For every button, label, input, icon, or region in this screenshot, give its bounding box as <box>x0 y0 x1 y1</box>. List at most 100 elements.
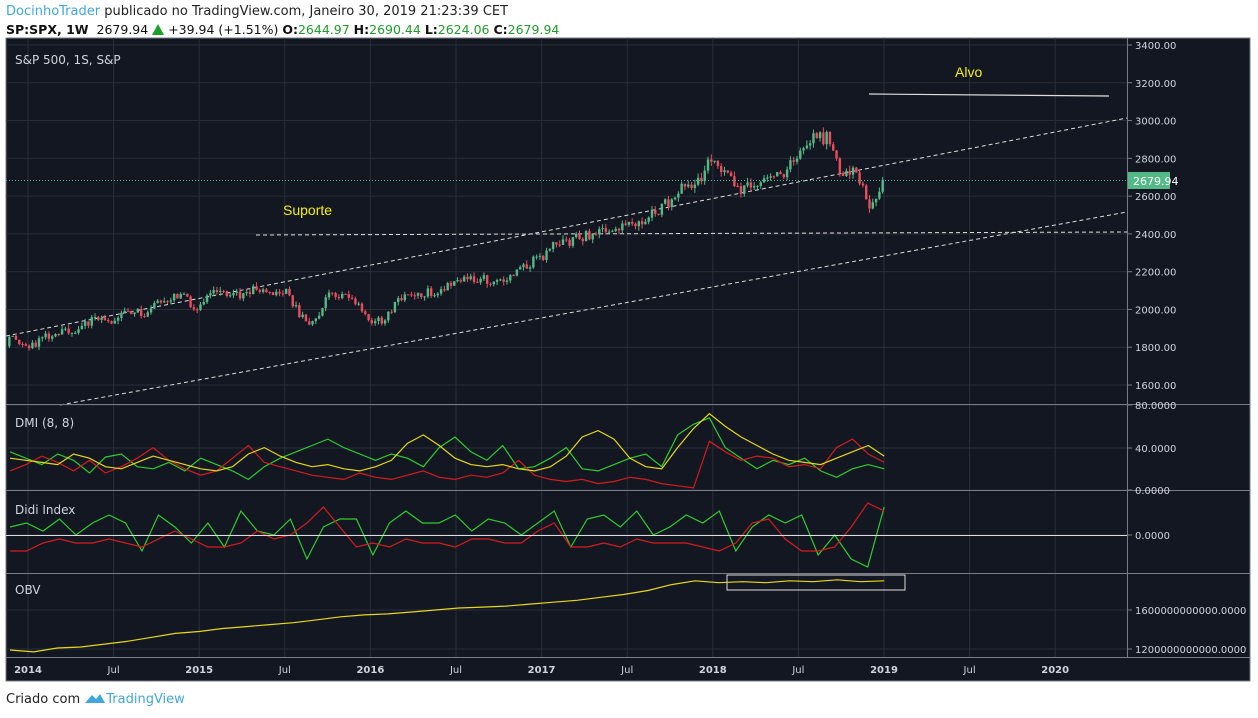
candle-body <box>11 335 14 337</box>
main-pane-title: S&P 500, 1S, S&P <box>15 53 121 67</box>
candle-body <box>838 158 842 173</box>
x-tick-label: Jul <box>963 665 976 676</box>
target-line[interactable] <box>868 93 1110 97</box>
candle-body <box>871 202 874 209</box>
candle-body <box>542 255 545 261</box>
candle-body <box>107 319 110 322</box>
candle-body <box>120 312 123 318</box>
obv-pane-title: OBV <box>15 583 41 597</box>
candle-body <box>261 289 265 292</box>
candle-body <box>858 172 861 184</box>
candle-body <box>146 312 149 317</box>
candle-body <box>476 281 479 283</box>
price-change: +39.94 (+1.51%) <box>168 22 279 37</box>
candle-body <box>265 289 268 293</box>
candle-body <box>225 291 229 297</box>
y-tick-label: 1800.00 <box>1135 343 1176 354</box>
y-tick-label: 2600.00 <box>1135 192 1176 203</box>
candle-body <box>743 185 746 194</box>
candle-body <box>268 292 271 294</box>
candle-body <box>357 303 360 305</box>
candle-body <box>350 297 354 299</box>
high-value: 2690.44 <box>369 22 421 37</box>
candle-body <box>459 280 463 282</box>
candle-body <box>70 332 74 334</box>
y-tick-label: 3200.00 <box>1135 79 1176 90</box>
candle-body <box>380 317 383 324</box>
upper-channel-line[interactable] <box>5 117 1128 337</box>
candle-body <box>116 317 120 321</box>
candle-body <box>278 291 281 294</box>
candle-body <box>769 176 772 178</box>
candle-body <box>400 298 403 301</box>
candle-body <box>433 295 436 297</box>
candle-body <box>799 150 802 159</box>
candle-body <box>406 294 410 296</box>
dmi-pane-title: DMI (8, 8) <box>15 416 74 430</box>
candle-body <box>627 221 631 225</box>
candle-body <box>423 296 426 298</box>
candle-body <box>34 342 37 347</box>
pane-separators <box>6 38 1250 658</box>
y-tick-label: 3000.00 <box>1135 117 1176 128</box>
chart-background <box>5 37 1251 682</box>
candle-body <box>598 229 601 235</box>
candle-body <box>647 217 650 222</box>
candle-body <box>314 318 318 322</box>
candle-body <box>601 228 604 230</box>
candle-body <box>37 338 41 347</box>
candle-body <box>275 291 278 296</box>
author-link[interactable]: DocinhoTrader <box>6 4 101 19</box>
candle-body <box>163 301 166 303</box>
candle-body <box>252 286 255 294</box>
x-tick-label: Jul <box>278 665 291 676</box>
candle-body <box>215 290 219 292</box>
candle-body <box>505 280 509 282</box>
candle-body <box>205 295 209 303</box>
candle-body <box>186 293 189 297</box>
candle-body <box>27 345 31 349</box>
candle-body <box>624 223 627 225</box>
candle-body <box>354 298 357 305</box>
candle-body <box>822 132 825 145</box>
low-label: L: <box>424 22 438 37</box>
candle-body <box>723 170 726 173</box>
candle-body <box>565 239 568 241</box>
candle-body <box>189 296 192 308</box>
candle-body <box>403 294 407 301</box>
candle-body <box>321 308 324 316</box>
tradingview-logo-icon <box>85 694 106 703</box>
axis-labels: 2014 Jul 2015 Jul 2016 Jul 2017 Jul 2018 Jul 2019 J… <box>14 41 1246 676</box>
didi-pane-title: Didi Index <box>15 503 75 517</box>
candle-body <box>574 233 578 238</box>
candle-body <box>614 228 617 231</box>
drawings[interactable]: Suporte Alvo <box>5 64 1128 591</box>
candle-body <box>238 291 242 299</box>
candle-body <box>291 295 294 307</box>
candle-body <box>83 321 87 326</box>
target-label: Alvo <box>955 64 982 80</box>
candle-body <box>228 295 232 297</box>
y-tick-label: 2400.00 <box>1135 230 1176 241</box>
candle-body <box>57 334 60 336</box>
candle-body <box>607 231 611 233</box>
didi-slow-line <box>10 502 885 552</box>
candle-body <box>446 283 449 291</box>
candle-body <box>41 337 44 339</box>
candle-body <box>426 288 430 297</box>
candle-body <box>865 185 868 200</box>
candle-body <box>97 316 100 320</box>
support-line[interactable] <box>255 231 1128 236</box>
candle-body <box>752 185 756 188</box>
candle-body <box>397 298 400 302</box>
lower-channel-line[interactable] <box>59 211 1128 406</box>
candle-body <box>581 238 584 242</box>
tradingview-link[interactable]: TradingView <box>106 692 185 707</box>
open-label: O: <box>282 22 298 37</box>
candle-body <box>462 276 466 282</box>
candle-body <box>31 342 34 349</box>
candle-body <box>739 186 743 194</box>
candle-body <box>416 293 420 296</box>
candle-body <box>644 221 647 225</box>
